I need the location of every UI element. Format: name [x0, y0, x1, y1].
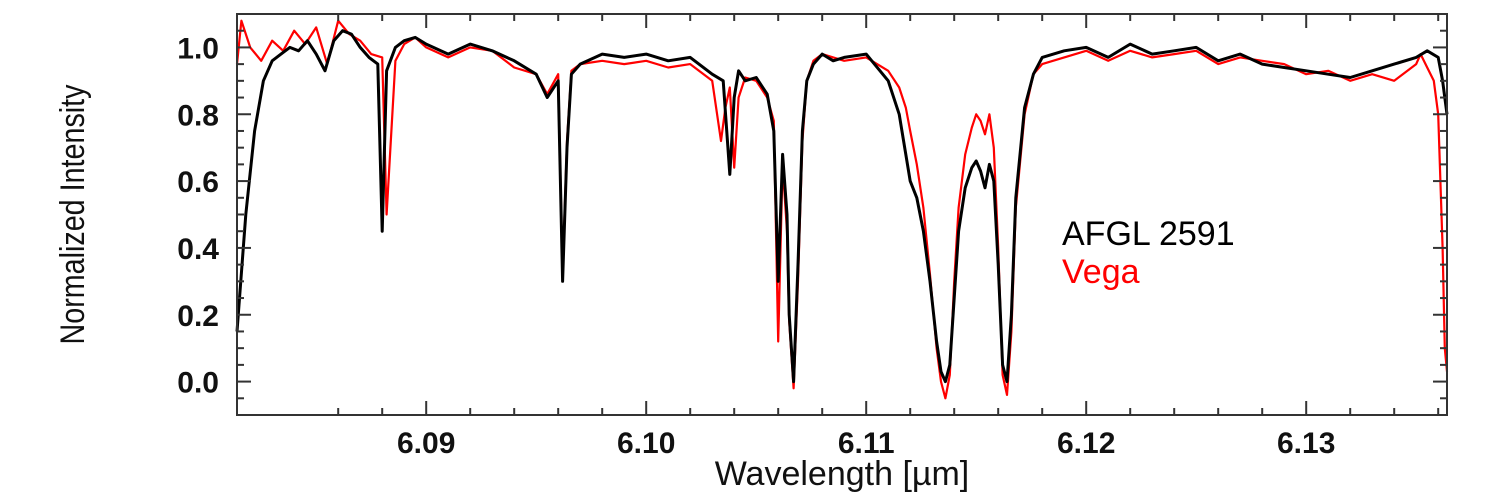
x-axis-title: Wavelength [µm] [715, 455, 970, 493]
y-tick-label: 0.2 [177, 300, 219, 333]
y-tick-label: 1.0 [177, 32, 219, 65]
x-tick-label: 6.11 [838, 427, 895, 460]
legend-entry-vega: Vega [1062, 253, 1140, 291]
series-line-vega [235, 19, 1449, 400]
y-tick-label: 0.8 [177, 99, 219, 132]
y-tick-label: 0.0 [177, 367, 219, 400]
y-tick-label: 0.4 [177, 233, 219, 266]
legend-entry-afgl-2591: AFGL 2591 [1062, 215, 1235, 253]
series-line-afgl-2591 [235, 29, 1449, 384]
y-tick-label: 0.6 [177, 166, 219, 199]
y-axis-title: Normalized Intensity [54, 85, 92, 345]
x-tick-label: 6.10 [617, 427, 675, 460]
ticks-layer: 6.09 6.10 6.11 6.12 6.13 0.0 0.2 0.4 0.6 0.8 1.0 [177, 13, 1447, 460]
x-tick-label: 6.13 [1277, 427, 1335, 460]
plot-frame [236, 13, 1448, 416]
x-tick-label: 6.09 [397, 427, 455, 460]
x-tick-label: 6.12 [1057, 427, 1115, 460]
series-layer [235, 19, 1449, 400]
